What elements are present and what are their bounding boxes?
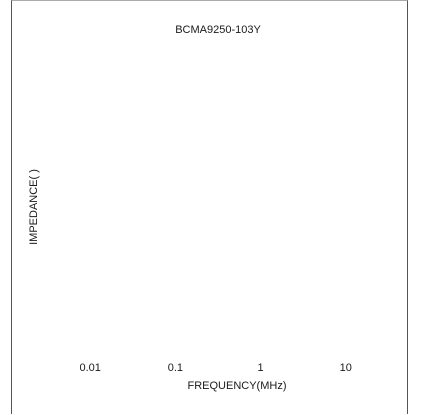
x-tick-labels: 0.01 0.1 1 10: [79, 362, 351, 374]
x-tick-label: 1: [258, 362, 264, 374]
x-axis-label: FREQUENCY(MHz): [188, 380, 287, 392]
x-tick-label: 0.1: [168, 362, 183, 374]
x-tick-label: 10: [340, 362, 352, 374]
x-tick-label: 0.01: [79, 362, 100, 374]
chart-frame: [11, 0, 408, 414]
y-axis-label: IMPEDANCE( ): [28, 169, 40, 245]
chart-title: BCMA9250-103Y: [175, 24, 261, 36]
